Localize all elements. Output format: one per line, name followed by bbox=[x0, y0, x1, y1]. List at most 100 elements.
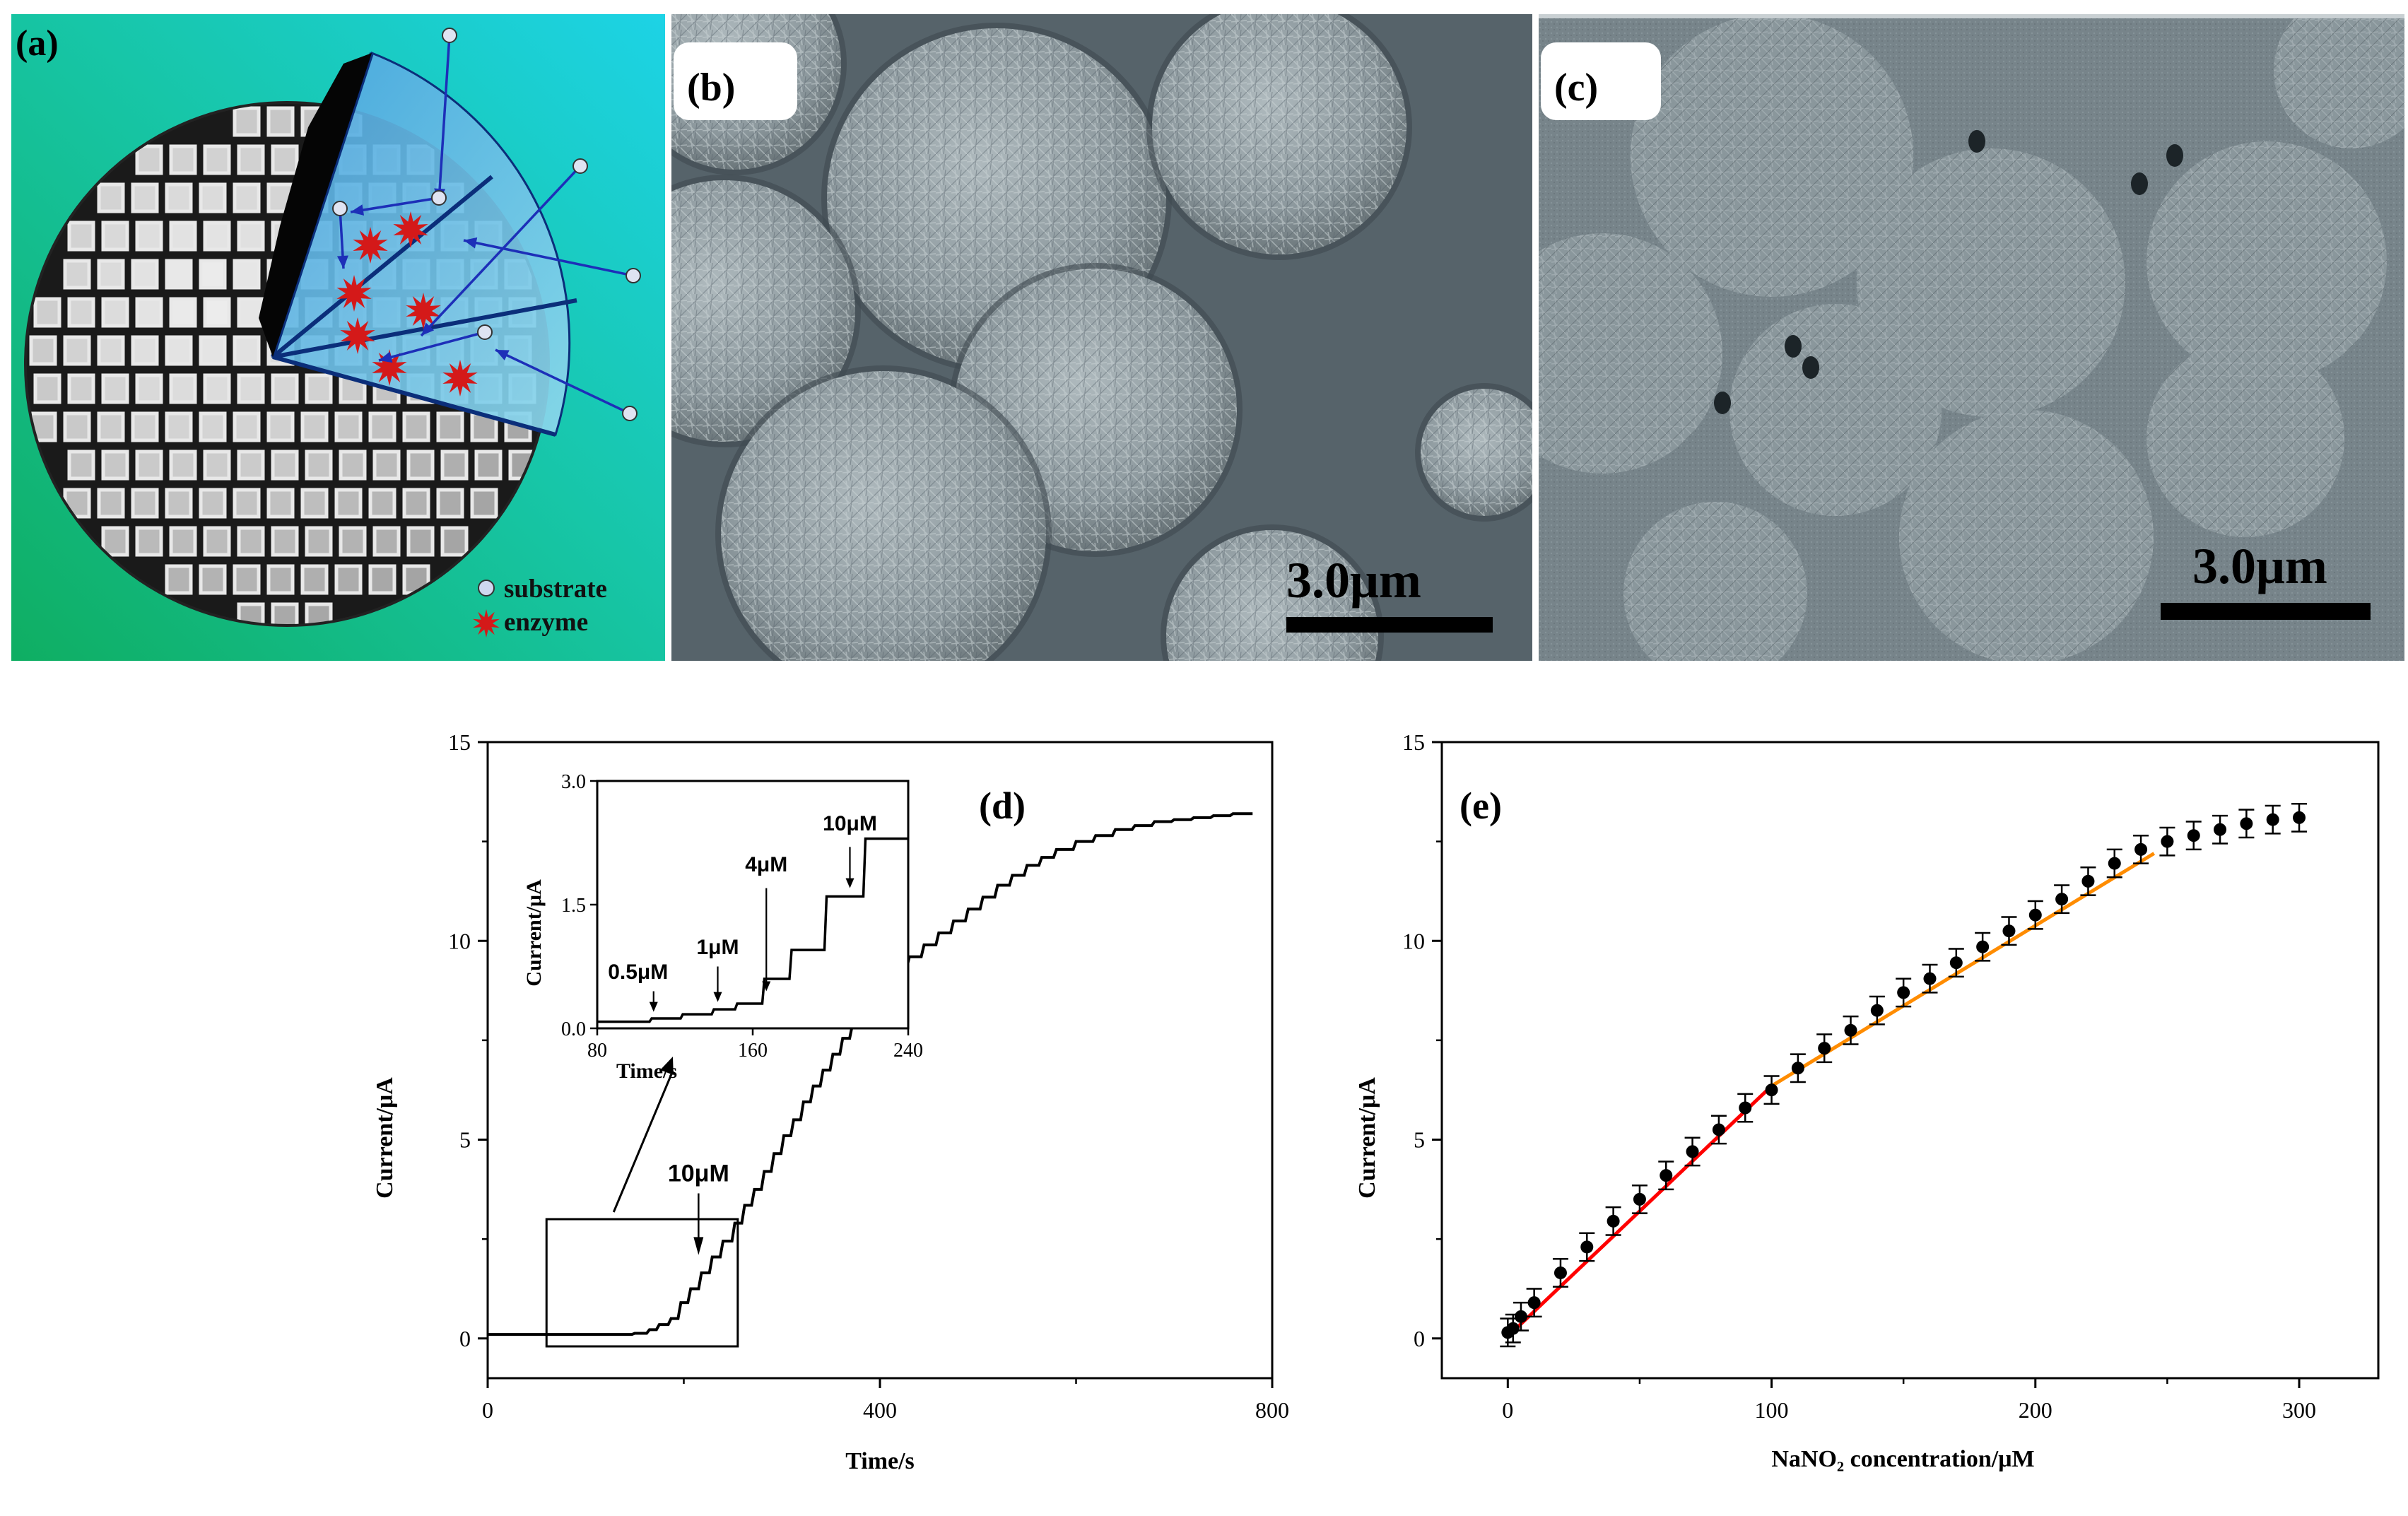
sphere-pore bbox=[402, 411, 430, 442]
sphere-pore bbox=[470, 488, 498, 519]
sphere-pore bbox=[165, 564, 193, 595]
annotation-10um: 10μM bbox=[668, 1160, 729, 1255]
microflower-texture bbox=[2146, 141, 2387, 382]
sphere-pore bbox=[135, 144, 163, 175]
sphere-pore bbox=[233, 106, 261, 137]
inset-annotation-label: 10μM bbox=[823, 812, 877, 835]
diffusion-arrow bbox=[437, 35, 451, 202]
axis-ticks-d: 0 400 800 0 5 10 15 bbox=[448, 729, 1289, 1423]
inset-x-tick-label: 240 bbox=[893, 1040, 923, 1062]
data-point bbox=[2293, 811, 2306, 824]
enzyme-marker bbox=[353, 227, 388, 264]
panel-label-a: (a) bbox=[16, 23, 59, 64]
sphere-pore bbox=[97, 182, 125, 213]
sphere-pore bbox=[440, 526, 469, 557]
sphere-pore bbox=[203, 221, 231, 252]
microflower-texture bbox=[1152, 14, 1406, 254]
data-point bbox=[1870, 1004, 1884, 1017]
sphere-pore bbox=[169, 221, 197, 252]
substrate-marker bbox=[572, 158, 588, 174]
data-point bbox=[1686, 1145, 1699, 1158]
data-point bbox=[2055, 893, 2069, 906]
sphere-pore bbox=[237, 449, 265, 481]
film-pore bbox=[2131, 172, 2148, 195]
data-point bbox=[2187, 829, 2200, 842]
sphere-pore bbox=[440, 449, 469, 481]
sphere-pore bbox=[131, 411, 159, 442]
data-point bbox=[1818, 1042, 1831, 1055]
sphere-pore bbox=[169, 144, 197, 175]
sphere-pore bbox=[97, 259, 125, 290]
x-axis-label-d: Time/s bbox=[845, 1448, 915, 1474]
sphere-pore bbox=[199, 411, 227, 442]
microflower-texture bbox=[721, 371, 1046, 661]
inset-annotations: 0.5μM 1μM 4μM 10μM bbox=[608, 812, 877, 1012]
sphere-pore bbox=[135, 449, 163, 481]
sphere-pore bbox=[203, 526, 231, 557]
panel-c-sem-image: (c) 3.0μm bbox=[1539, 14, 2404, 661]
sphere-pore bbox=[233, 259, 261, 290]
plot-frame-e bbox=[1440, 741, 2380, 1380]
inset-annotation-label: 1μM bbox=[696, 936, 739, 959]
x-tick-label: 800 bbox=[1255, 1397, 1289, 1423]
sphere-pore bbox=[237, 221, 265, 252]
microflower-texture bbox=[1899, 410, 2154, 661]
data-point bbox=[2266, 813, 2279, 826]
inset-x-tick-label: 160 bbox=[738, 1040, 768, 1062]
sphere-pore bbox=[237, 526, 265, 557]
film-pore bbox=[1802, 356, 1819, 379]
sphere-interior bbox=[259, 53, 372, 357]
y-tick-label: 0 bbox=[1414, 1326, 1425, 1351]
enzyme-legend-icon bbox=[473, 609, 500, 637]
arrow-head bbox=[351, 204, 365, 216]
sphere-pore bbox=[131, 182, 159, 213]
data-point bbox=[1712, 1123, 1725, 1136]
data-point bbox=[1791, 1062, 1804, 1075]
data-point bbox=[1554, 1266, 1567, 1279]
inset-x-tick-label: 80 bbox=[587, 1040, 607, 1062]
film-pore bbox=[1968, 130, 1985, 153]
y-axis-label-d: Current/μA bbox=[372, 1077, 398, 1199]
sphere-pore bbox=[305, 373, 333, 404]
panel-label-e: (e) bbox=[1460, 785, 1502, 827]
y-tick-label: 15 bbox=[1402, 729, 1425, 755]
inset-y-tick-label: 1.5 bbox=[561, 895, 586, 917]
sphere-pore bbox=[165, 335, 193, 366]
sphere-pore bbox=[334, 488, 363, 519]
sphere-pore bbox=[67, 221, 95, 252]
y-tick-label: 10 bbox=[1402, 928, 1425, 953]
x-tick-label: 0 bbox=[482, 1397, 493, 1423]
panel-e-chart: 0 100 200 300 0 5 10 15 NaNO₂ concentration/μM … bbox=[1336, 721, 2403, 1512]
legend-substrate: substrate bbox=[504, 575, 607, 604]
sphere-pore bbox=[271, 602, 299, 625]
sphere-pore bbox=[135, 526, 163, 557]
sphere-pore bbox=[135, 221, 163, 252]
y-tick-label: 5 bbox=[1414, 1127, 1425, 1153]
sphere-pore bbox=[135, 297, 163, 328]
substrate-marker bbox=[622, 406, 638, 421]
arrow-head bbox=[421, 322, 435, 336]
sphere-pore bbox=[131, 488, 159, 519]
sphere-pore bbox=[368, 488, 397, 519]
sphere-pore bbox=[233, 335, 261, 366]
arrow-head bbox=[464, 237, 478, 249]
sphere-pore bbox=[233, 488, 261, 519]
sphere-pore bbox=[271, 449, 299, 481]
substrate-marker bbox=[477, 324, 493, 340]
enzyme-markers bbox=[336, 211, 478, 396]
data-point bbox=[1506, 1322, 1520, 1335]
sphere-pore bbox=[266, 564, 295, 595]
data-point bbox=[2161, 835, 2174, 848]
diffusion-arrow bbox=[350, 196, 440, 213]
microflower-texture bbox=[2146, 339, 2344, 537]
sphere-pore bbox=[266, 106, 295, 137]
data-point bbox=[1923, 972, 1937, 985]
sphere-pore bbox=[402, 488, 430, 519]
data-point bbox=[1580, 1240, 1594, 1254]
sphere-pore bbox=[300, 411, 329, 442]
arrow-head bbox=[336, 255, 348, 269]
sphere-pore bbox=[203, 373, 231, 404]
sphere-pore bbox=[169, 449, 197, 481]
sphere-pore bbox=[334, 564, 363, 595]
sphere-pore bbox=[101, 449, 129, 481]
